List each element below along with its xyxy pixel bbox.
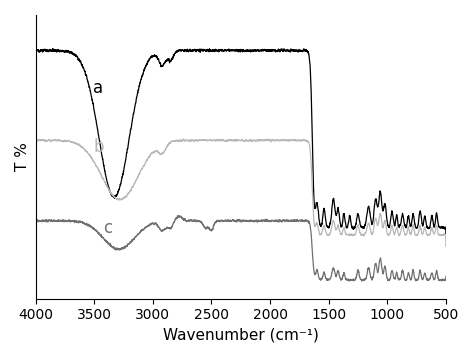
Text: a: a: [93, 79, 103, 97]
Text: c: c: [103, 218, 113, 237]
Text: b: b: [93, 138, 103, 156]
Y-axis label: T %: T %: [15, 142, 30, 171]
X-axis label: Wavenumber (cm⁻¹): Wavenumber (cm⁻¹): [163, 328, 319, 343]
